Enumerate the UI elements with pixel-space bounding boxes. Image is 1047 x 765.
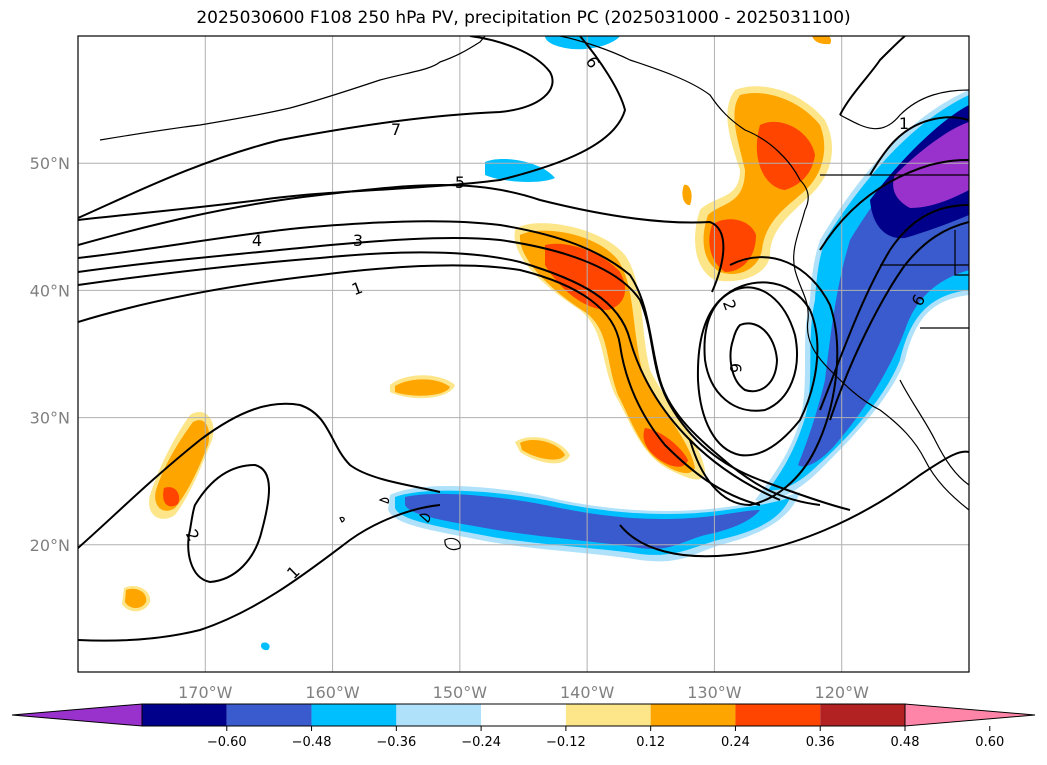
pv-contour-1-upper <box>78 264 761 506</box>
colorbar-tick-label: 0.48 <box>891 735 920 750</box>
pv-contour-label: 6 <box>582 53 604 71</box>
pv-contour-label: 5 <box>455 173 465 192</box>
pv-contour-2-low <box>187 463 270 584</box>
pv-contours <box>78 36 969 642</box>
lat-tick-label: 50°N <box>30 154 70 173</box>
colorbar-swatch <box>142 704 227 726</box>
lat-tick-label: 20°N <box>30 536 70 555</box>
pv-contour-label: 1 <box>899 114 909 133</box>
pv-contour-label: 7 <box>391 120 401 139</box>
colorbar-tick-label: 0.24 <box>721 735 750 750</box>
colorbar-tick-label: 0.60 <box>975 735 1004 750</box>
pv-contour-4 <box>78 220 821 506</box>
pv-contour-7 <box>78 36 554 219</box>
pv-contour-label: 4 <box>252 231 262 250</box>
colorbar-tick-label: −0.60 <box>207 735 247 750</box>
colorbar: −0.60 −0.48 −0.36 −0.24 −0.12 0.12 0.24 0.36 0.4… <box>11 703 1036 750</box>
colorbar-swatch <box>820 704 905 726</box>
colorbar-tick-label: 0.12 <box>636 735 665 750</box>
pv-contour-label: 1 <box>349 278 365 299</box>
lon-tick-label: 170°W <box>178 683 233 702</box>
colorbar-tick-label: −0.24 <box>461 735 501 750</box>
colorbar-swatch <box>565 704 651 726</box>
pv-contour-label: 2 <box>182 526 204 544</box>
lon-tick-label: 150°W <box>433 683 488 702</box>
lon-tick-label: 160°W <box>305 683 360 702</box>
pv-contour-3 <box>78 237 851 511</box>
colorbar-extend-low <box>11 703 143 727</box>
colorbar-tick-label: −0.48 <box>292 735 332 750</box>
colorbar-swatch <box>481 704 566 726</box>
coastline-us-west <box>793 209 969 511</box>
chart-title: 2025030600 F108 250 hPa PV, precipitatio… <box>196 8 851 28</box>
pv-contour-label: 6 <box>726 363 745 373</box>
colorbar-tick-label: −0.12 <box>546 735 586 750</box>
pv-contour-cutoff-low <box>703 286 798 412</box>
map-frame <box>77 35 970 673</box>
lon-tick-label: 140°W <box>560 683 615 702</box>
pv-contour-1-low <box>78 504 441 642</box>
lon-tick-label: 120°W <box>815 683 870 702</box>
colorbar-extend-high <box>904 703 1036 727</box>
lat-tick-label: 40°N <box>30 281 70 300</box>
pv-contour-6-north <box>78 36 627 221</box>
lat-tick-label: 30°N <box>30 409 70 428</box>
colorbar-tick-label: 0.36 <box>806 735 835 750</box>
pv-contour-5 <box>78 184 725 293</box>
latitude-labels: 20°N 30°N 40°N 50°N <box>30 154 70 555</box>
lon-tick-label: 130°W <box>687 683 742 702</box>
colorbar-swatch <box>311 704 397 726</box>
coastline-alaska <box>99 36 486 141</box>
pv-contour-label: 3 <box>353 231 363 250</box>
colorbar-swatch <box>650 704 736 726</box>
colorbar-swatch <box>735 704 821 726</box>
colorbar-swatch <box>226 704 312 726</box>
colorbar-tick-label: −0.36 <box>376 735 416 750</box>
colorbar-swatch <box>396 704 482 726</box>
pv-contour-label: 1 <box>283 562 304 583</box>
longitude-labels: 170°W 160°W 150°W 140°W 130°W 120°W <box>178 683 869 702</box>
coastlines <box>99 36 969 551</box>
